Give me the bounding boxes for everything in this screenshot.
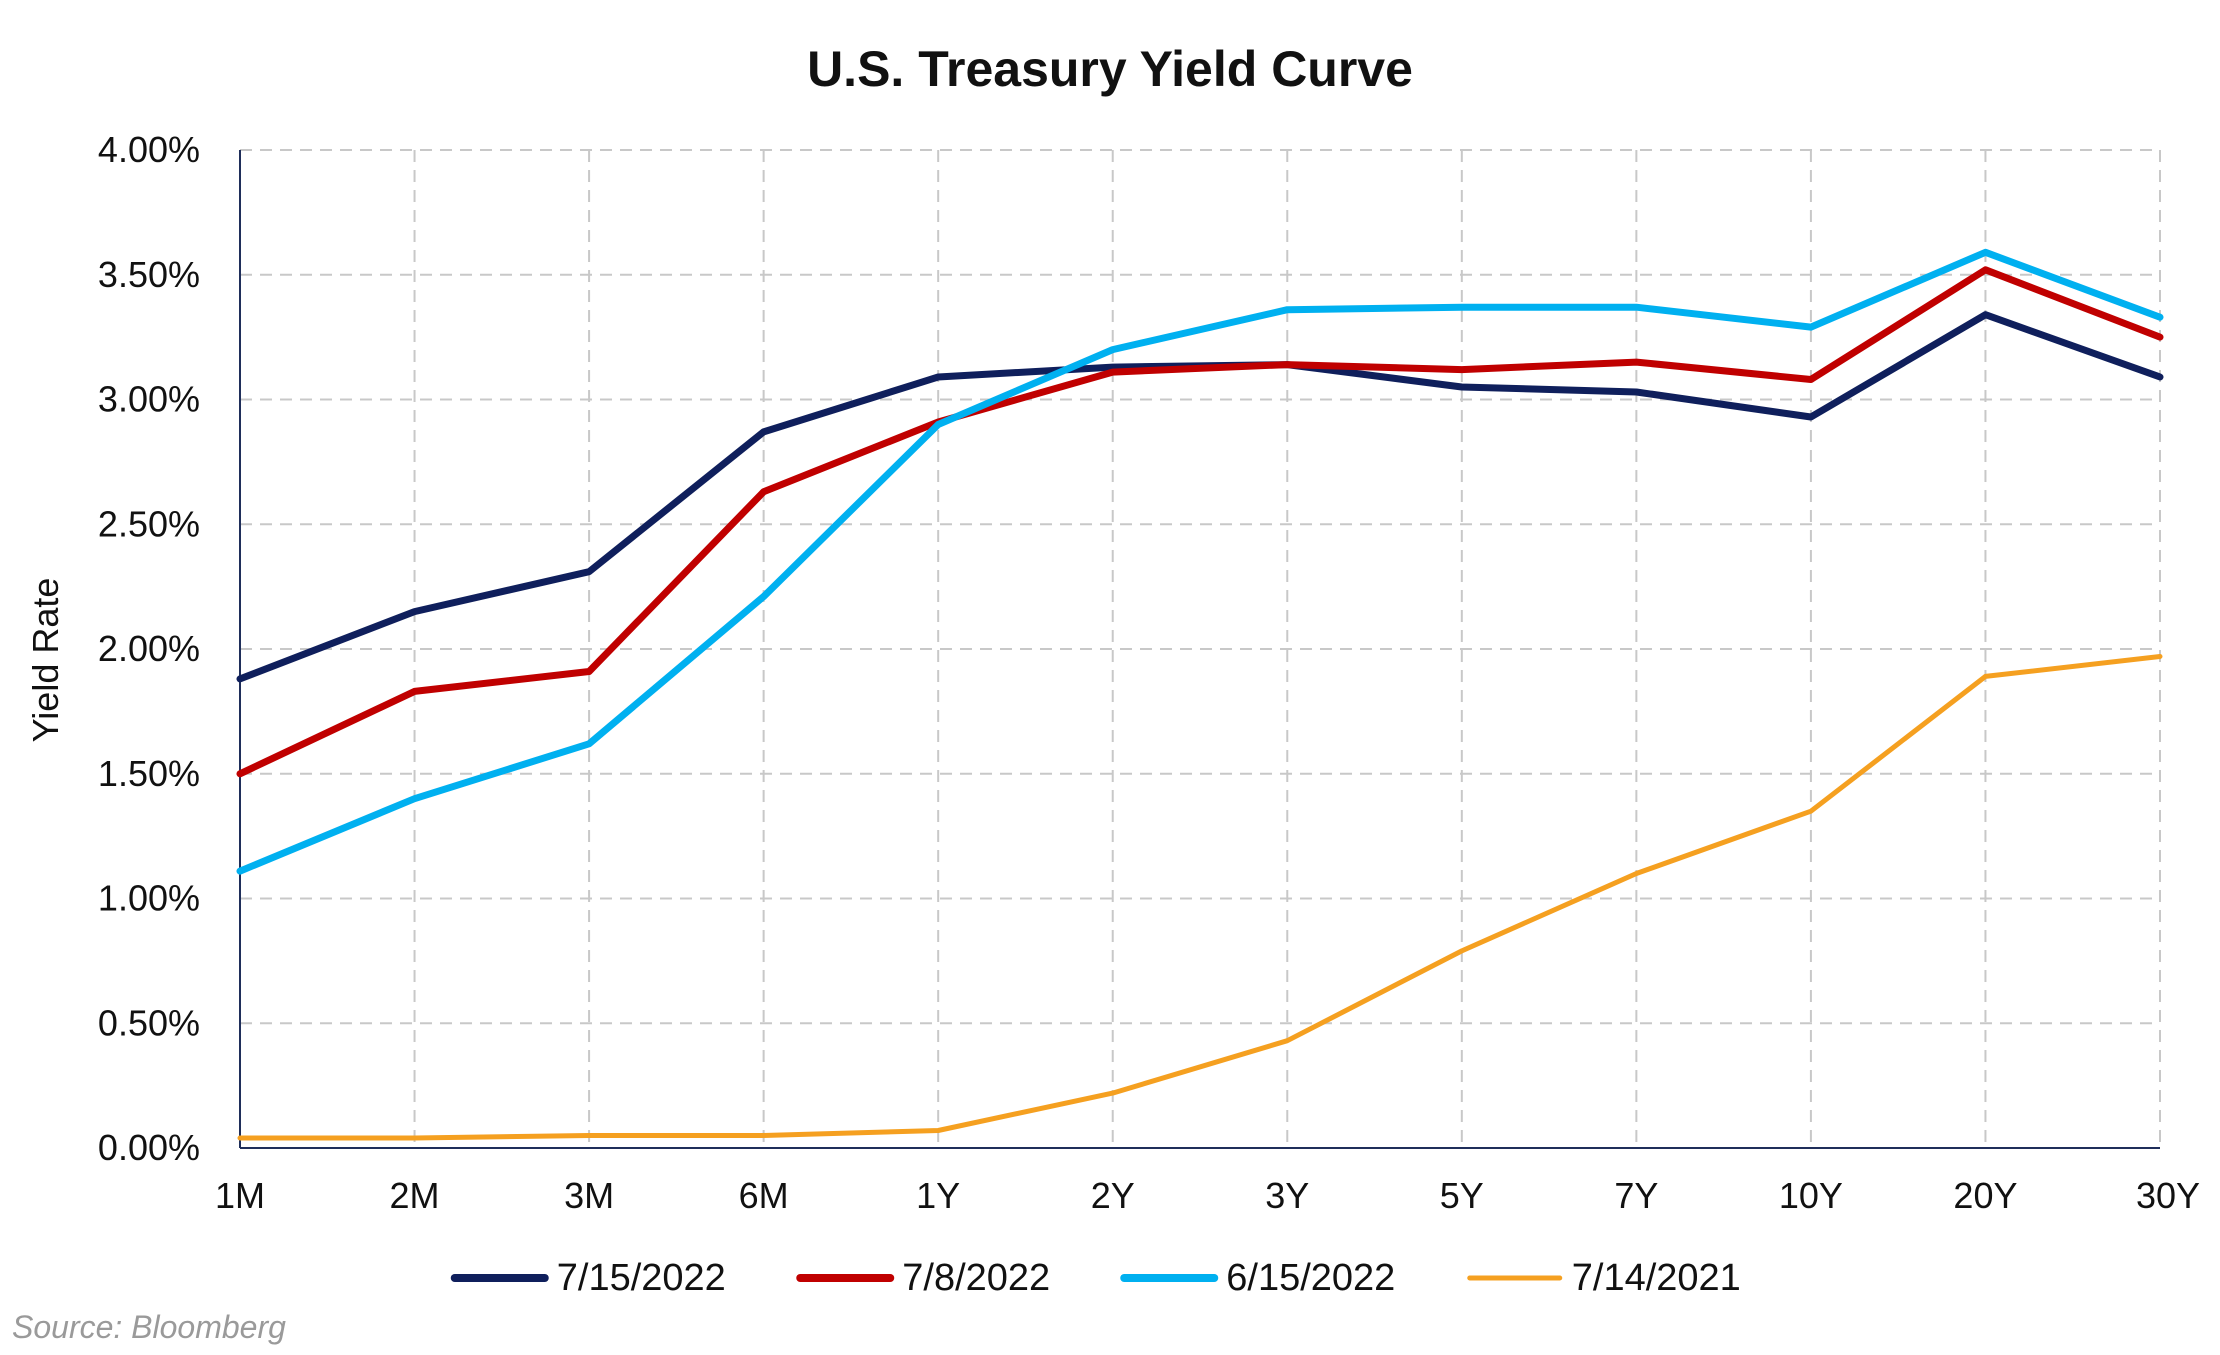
y-tick-label: 0.00% <box>98 1127 200 1168</box>
x-tick-label: 10Y <box>1779 1175 1843 1216</box>
y-tick-label: 2.50% <box>98 503 200 544</box>
x-tick-label: 3Y <box>1265 1175 1309 1216</box>
source-note: Source: Bloomberg <box>12 1309 286 1345</box>
series-line <box>236 266 2164 778</box>
legend-label: 7/14/2021 <box>1572 1257 1741 1299</box>
y-tick-label: 2.00% <box>98 628 200 669</box>
chart-title: U.S. Treasury Yield Curve <box>807 41 1413 97</box>
y-tick-label: 3.00% <box>98 379 200 420</box>
x-tick-label: 20Y <box>1953 1175 2017 1216</box>
x-tick-label: 6M <box>739 1175 789 1216</box>
y-tick-label: 3.50% <box>98 254 200 295</box>
legend-label: 7/8/2022 <box>902 1257 1050 1299</box>
y-tick-label: 4.00% <box>98 129 200 170</box>
y-tick-label: 1.50% <box>98 753 200 794</box>
grid-lines <box>240 149 2161 1148</box>
x-tick-labels: 1M 2M 3M 6M 1Y 2Y 3Y 5Y 7Y 10Y 20Y 30Y <box>215 1175 2200 1216</box>
x-tick-label: 3M <box>564 1175 614 1216</box>
y-axis-label: Yield Rate <box>25 578 66 743</box>
x-tick-label: 1Y <box>916 1175 960 1216</box>
legend-label: 6/15/2022 <box>1226 1257 1395 1299</box>
x-tick-label: 5Y <box>1440 1175 1484 1216</box>
x-tick-label: 7Y <box>1614 1175 1658 1216</box>
series-line <box>236 248 2164 875</box>
series-line <box>237 654 2163 1141</box>
x-tick-label: 2M <box>390 1175 440 1216</box>
legend: 7/15/2022 7/8/2022 6/15/2022 7/14/2021 <box>450 1257 1741 1299</box>
x-tick-label: 2Y <box>1091 1175 1135 1216</box>
y-tick-labels: 0.00% 0.50% 1.00% 1.50% 2.00% 2.50% 3.00% 3.50%… <box>98 129 200 1168</box>
axes <box>239 150 2160 1149</box>
legend-label: 7/15/2022 <box>557 1257 726 1299</box>
series-lines <box>236 248 2164 1141</box>
x-tick-label: 30Y <box>2136 1175 2200 1216</box>
x-tick-label: 1M <box>215 1175 265 1216</box>
y-tick-label: 1.00% <box>98 878 200 919</box>
y-tick-label: 0.50% <box>98 1002 200 1043</box>
